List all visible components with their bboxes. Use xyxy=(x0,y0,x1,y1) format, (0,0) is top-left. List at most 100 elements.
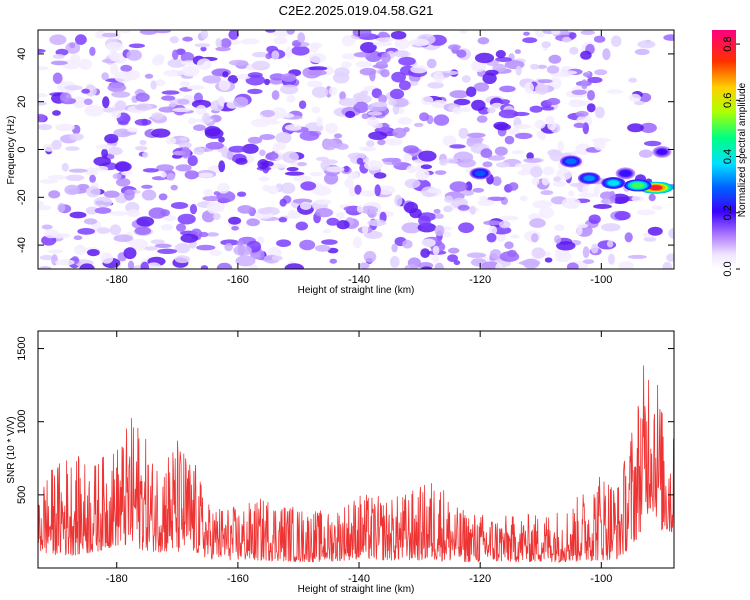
spectrogram-blob xyxy=(442,135,457,147)
y-tick-label: 0 xyxy=(16,146,28,152)
spectrogram-blob xyxy=(328,86,338,96)
spectrogram-blob xyxy=(452,107,463,115)
spectrogram-blob xyxy=(291,45,310,56)
spectrogram-blob xyxy=(538,132,547,141)
spectrogram-blob xyxy=(216,262,233,269)
spectrogram-blob xyxy=(64,184,80,195)
spectrogram-blob xyxy=(508,182,519,191)
spectrogram-blob xyxy=(367,116,379,127)
spectrogram-blob xyxy=(371,101,388,108)
spectrogram-blob xyxy=(325,166,345,173)
spectrogram-blob xyxy=(184,170,199,180)
spectrogram-blob xyxy=(85,167,98,177)
spectrogram-blob xyxy=(360,190,378,197)
spectrogram-blob xyxy=(280,113,295,118)
spectrogram-blob xyxy=(398,56,416,66)
spectrogram-blob xyxy=(298,100,307,109)
spectrogram-blob xyxy=(628,77,638,83)
spectrogram-blob xyxy=(39,254,55,261)
spectrogram-blob xyxy=(448,44,461,51)
spectrogram-blob xyxy=(212,213,221,220)
spectrogram-blob xyxy=(237,191,247,197)
spectrogram-blob xyxy=(597,240,617,250)
spectrogram-blob xyxy=(627,123,644,133)
spectrogram-blob xyxy=(134,118,152,126)
spectrogram-blob xyxy=(389,256,400,268)
spectrogram-blob xyxy=(499,220,511,229)
spectrogram-blob xyxy=(514,49,522,54)
spectrogram-blob xyxy=(144,73,154,79)
spectrogram-blob xyxy=(139,30,158,35)
spectrogram-blob xyxy=(663,34,674,41)
spectrogram-blob xyxy=(123,247,137,260)
spectrogram-blob xyxy=(265,30,276,33)
spectrogram-blob xyxy=(406,165,417,174)
spectrogram-blob xyxy=(100,252,114,264)
spectrogram-blob xyxy=(89,174,96,183)
spectrogram-hotspot xyxy=(607,180,620,186)
colorbar-axis: 0.0 0.2 0.4 0.6 0.8 xyxy=(722,36,740,277)
spectrogram-blob xyxy=(163,215,177,222)
spectrogram-blob xyxy=(408,81,419,86)
spectrogram-blob xyxy=(540,190,554,196)
spectrogram-blob xyxy=(526,152,534,160)
spectrogram-blob xyxy=(553,176,561,182)
spectrogram-blob xyxy=(224,243,233,252)
spectrogram-blob xyxy=(312,185,332,196)
spectrogram-blob xyxy=(315,116,323,127)
spectrogram-blob xyxy=(206,232,219,237)
spectrogram-blob xyxy=(52,110,61,116)
spectrogram-blob xyxy=(531,177,540,186)
spectrogram-blob xyxy=(246,218,260,227)
spectrogram-blob xyxy=(372,41,393,47)
y-tick-label: 1500 xyxy=(16,336,28,360)
spectrogram-blob xyxy=(258,176,270,182)
spectrogram-blob xyxy=(64,85,83,91)
spectrogram-blob xyxy=(398,80,411,91)
spectrogram-blob xyxy=(392,127,407,139)
spectrogram-blob xyxy=(155,79,166,87)
spectrogram-blob xyxy=(461,75,471,83)
spectrogram-blob xyxy=(235,255,256,267)
spectrogram-blob xyxy=(344,178,354,188)
spectrogram-blob xyxy=(257,207,273,215)
spectrogram-blob xyxy=(167,58,187,68)
spectrogram-blob xyxy=(52,54,65,59)
spectrogram-blob xyxy=(555,251,572,263)
spectrogram-blob xyxy=(116,178,131,187)
spectrogram-blob xyxy=(347,171,359,180)
spectrogram-blob xyxy=(634,100,645,106)
spectrogram-blob xyxy=(95,30,107,39)
spectrogram-blob xyxy=(109,224,122,236)
spectrogram-blob xyxy=(79,263,95,269)
spectrogram-blob xyxy=(541,41,551,48)
colorbar-tick-label: 0.8 xyxy=(722,36,734,51)
spectrogram-blob xyxy=(297,162,307,167)
spectrogram-blob xyxy=(495,263,503,269)
spectrogram-blob xyxy=(531,247,546,259)
spectrogram-blob xyxy=(308,53,327,63)
spectrogram-blob xyxy=(403,145,419,154)
spectrogram-blob xyxy=(353,101,369,114)
spectrogram-blob xyxy=(202,112,211,125)
spectrogram-blob xyxy=(329,258,338,264)
spectrogram-blob xyxy=(109,211,129,216)
spectrogram-blob xyxy=(467,132,486,138)
spectrogram-blob xyxy=(385,138,403,146)
spectrogram-blob xyxy=(427,82,444,89)
snr-line-path xyxy=(38,365,674,564)
spectrogram-blob xyxy=(556,241,576,251)
spectrogram-blob xyxy=(182,36,193,42)
spectrogram-blob xyxy=(487,107,496,114)
spectrogram-blob xyxy=(48,174,67,180)
spectrogram-blob xyxy=(160,224,174,231)
spectrogram-blob xyxy=(375,61,388,70)
spectrogram-blob xyxy=(196,58,212,70)
spectrogram-blob xyxy=(179,137,188,142)
spectrogram-blob xyxy=(103,190,120,198)
spectrogram-blob xyxy=(594,69,608,76)
spectrogram-blob xyxy=(38,48,46,53)
spectrogram-blob xyxy=(631,195,644,202)
